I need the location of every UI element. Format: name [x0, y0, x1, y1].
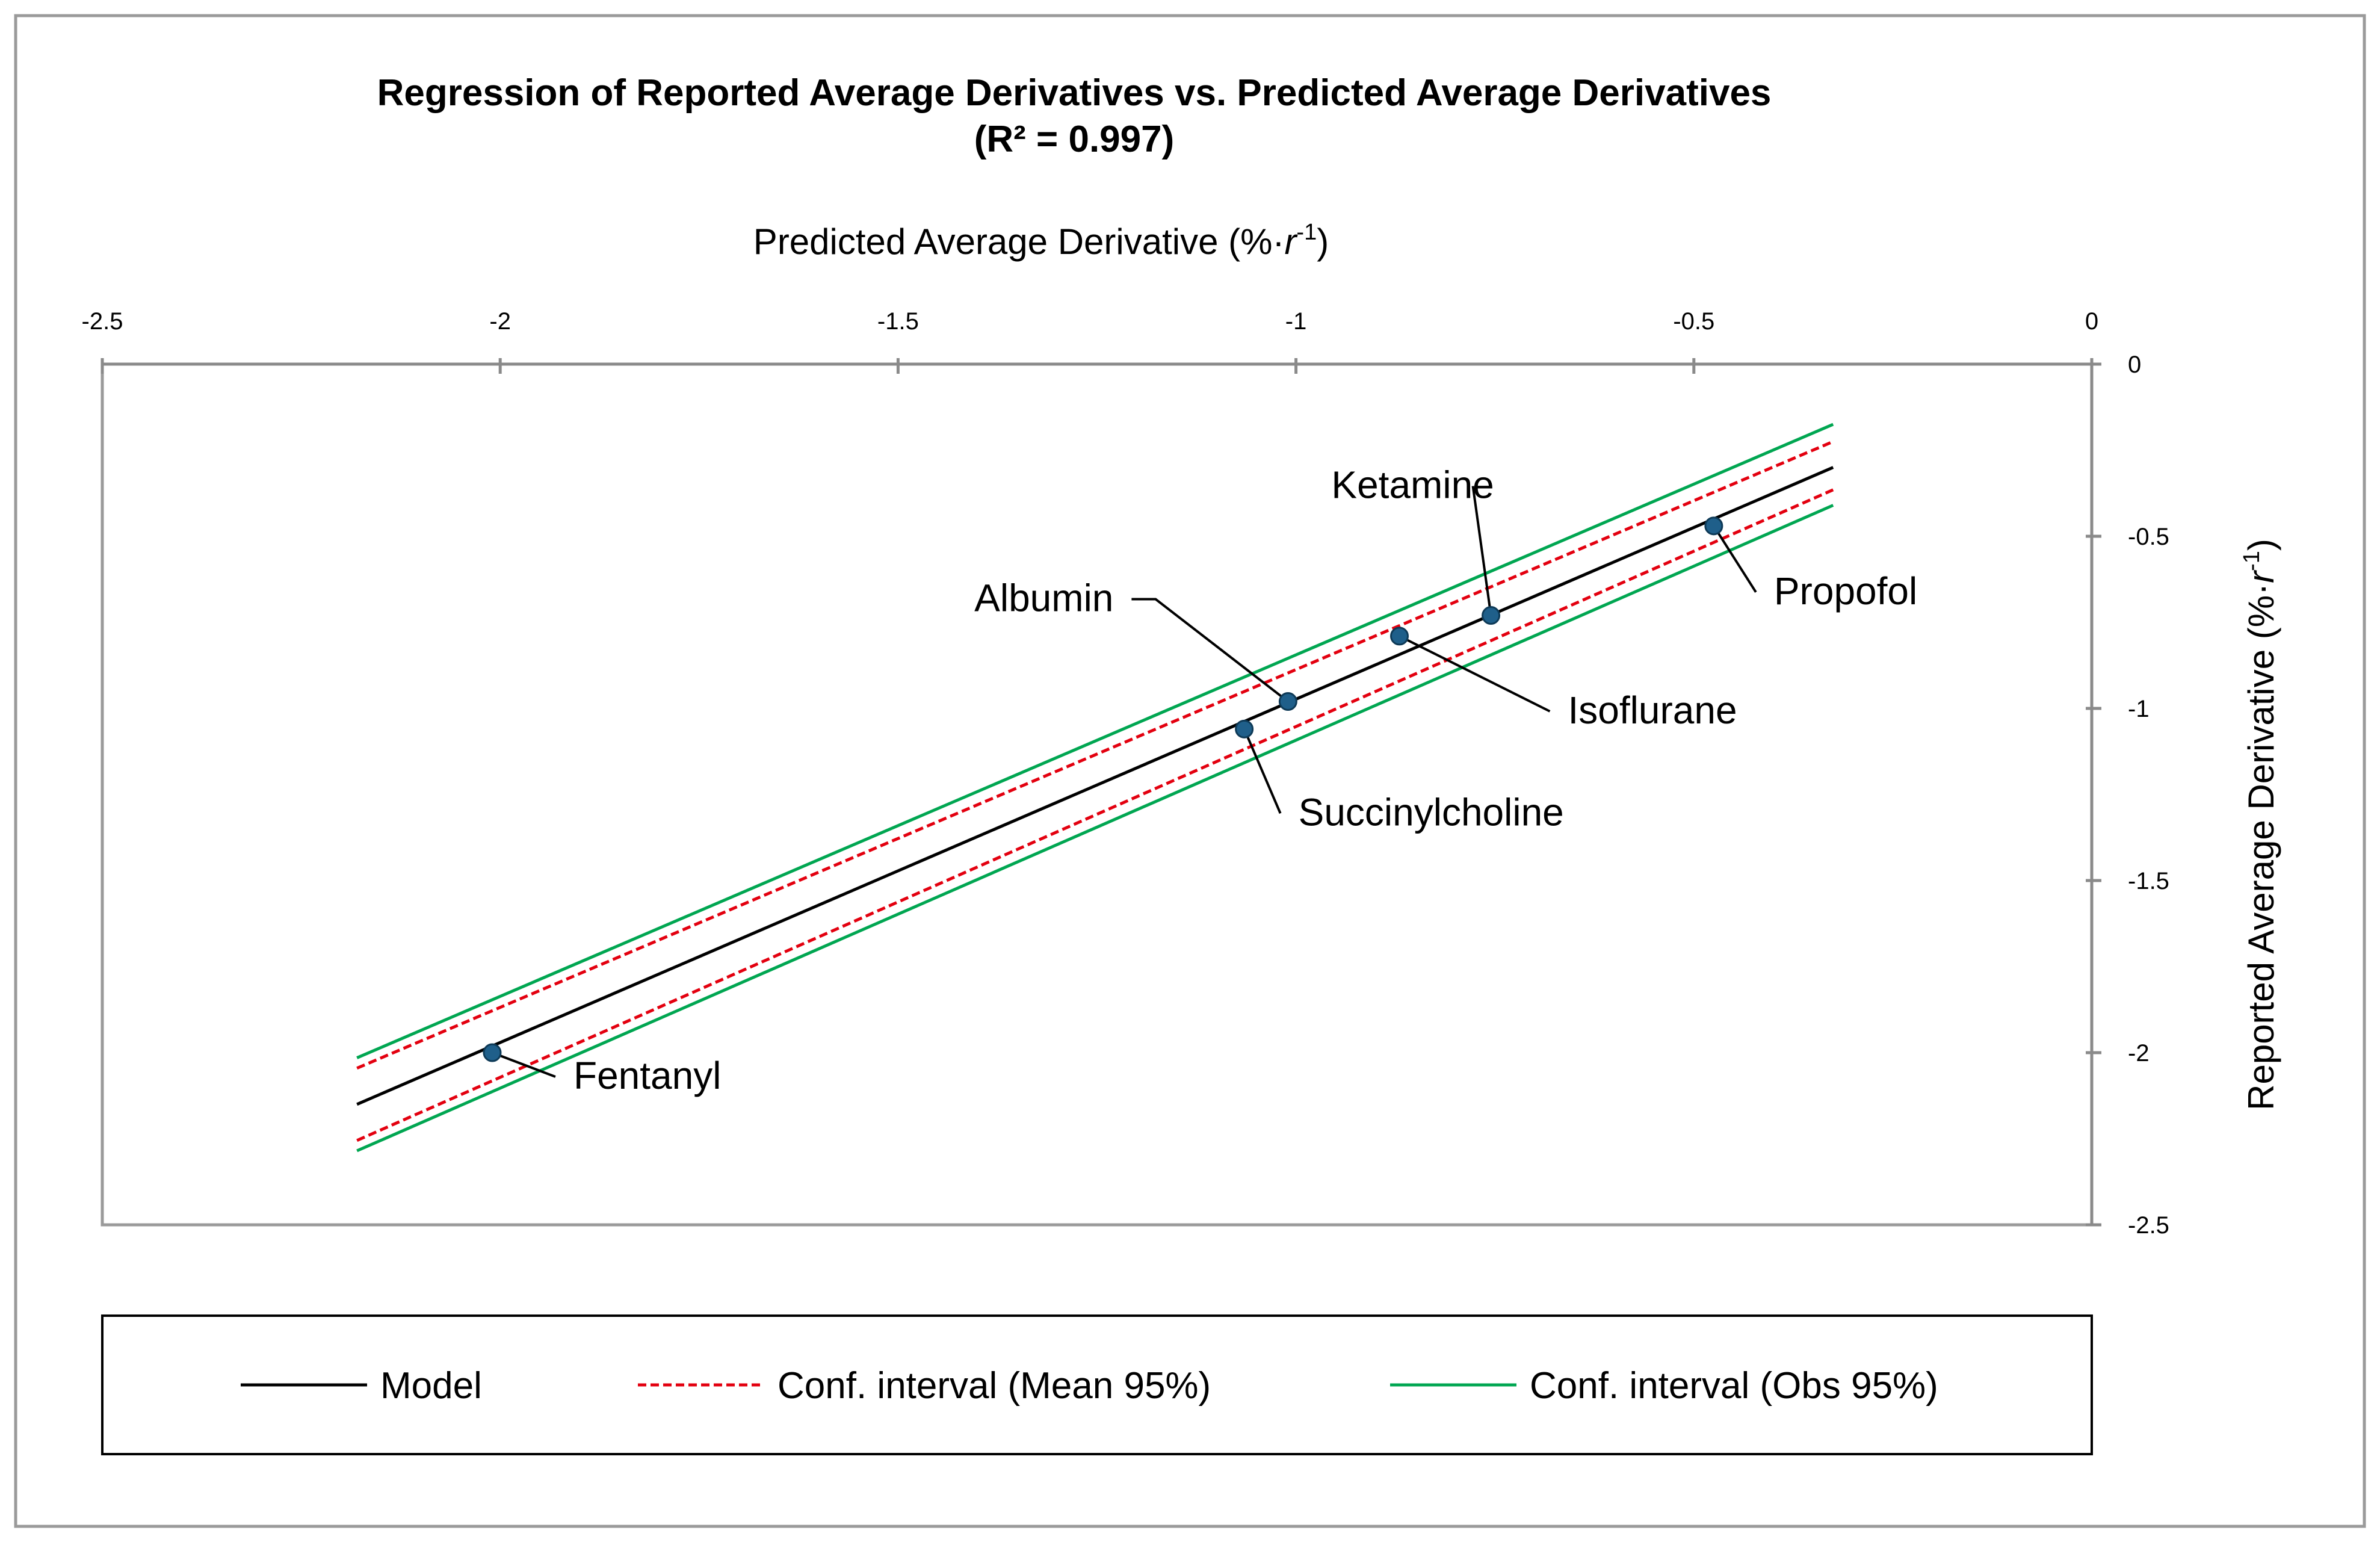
chart-border	[14, 14, 2366, 1528]
y-axis-title-var: r	[2241, 570, 2281, 583]
y-axis-title: Reported Average Derivative (%·r-1)	[2239, 539, 2281, 1110]
legend-label: Conf. interval (Obs 95%)	[1530, 1365, 1938, 1407]
series-line-1	[356, 440, 1834, 1070]
x-axis-title-pre: Predicted Average Derivative (%·	[753, 221, 1285, 262]
y-tick-label: -2.5	[2128, 1212, 2169, 1239]
series-line-2-lower	[356, 504, 1834, 1153]
y-tick-label: -1	[2128, 696, 2150, 722]
x-tick-label: -1.5	[877, 308, 919, 335]
data-point	[483, 1043, 502, 1062]
data-label: Ketamine	[1331, 463, 1494, 507]
y-tick-label: -0.5	[2128, 524, 2169, 550]
series-line-0	[356, 466, 1834, 1106]
chart-subtitle: (R² = 0.997)	[974, 119, 1175, 160]
y-axis-title-pre: Reported Average Derivative (%·	[2241, 583, 2281, 1110]
x-axis-title-post: )	[1317, 221, 1329, 262]
y-axis-title-sup: -1	[2239, 551, 2264, 571]
data-point	[1482, 606, 1501, 625]
data-labels: Fentanyl Succinylcholine Albumin Isoflurane…	[492, 463, 1917, 1097]
x-tick-label: -2	[489, 308, 511, 335]
data-point	[1704, 516, 1723, 536]
x-tick-label: 0	[2085, 308, 2098, 335]
series-lines	[356, 423, 1834, 1153]
leader-line	[1471, 486, 1492, 616]
y-tick-label: 0	[2128, 351, 2141, 378]
series-line-1-lower	[356, 488, 1834, 1142]
data-label: Succinylcholine	[1299, 790, 1564, 834]
data-point	[1278, 692, 1297, 711]
data-label: Isoflurane	[1568, 689, 1737, 732]
x-tick-label: -0.5	[1673, 308, 1714, 335]
x-axis-title-sup: -1	[1296, 220, 1317, 245]
legend-label: Conf. interval (Mean 95%)	[777, 1365, 1211, 1407]
x-axis-title: Predicted Average Derivative (%·r-1)	[753, 220, 1329, 262]
leader-line	[1713, 525, 1757, 593]
y-tick-label: -2	[2128, 1040, 2150, 1067]
chart-title: Regression of Reported Average Derivativ…	[377, 72, 1772, 114]
data-points	[483, 516, 1723, 1062]
legend-box	[101, 1314, 2093, 1455]
x-tick-label: -1	[1285, 308, 1307, 335]
data-label: Albumin	[974, 577, 1113, 620]
series-line-2	[356, 423, 1834, 1059]
leader-line	[1131, 598, 1289, 703]
leader-line	[492, 1051, 556, 1078]
leader-line	[1399, 635, 1551, 713]
data-point	[1235, 719, 1254, 738]
axes: -2.5 -2 -1.5 -1 -0.5 0 0 -0.5 -1 -1.5 -2 -2.5	[82, 308, 2169, 1239]
x-tick-label: -2.5	[82, 308, 123, 335]
legend-label: Model	[380, 1365, 482, 1407]
legend: Model Conf. interval (Mean 95%) Conf. inte…	[241, 1365, 1938, 1407]
data-point	[1390, 627, 1409, 646]
y-axis-title-post: )	[2241, 539, 2281, 551]
leader-line	[1243, 728, 1282, 814]
y-tick-label: -1.5	[2128, 868, 2169, 894]
data-label: Propofol	[1774, 569, 1917, 613]
x-axis-title-var: r	[1284, 221, 1297, 262]
data-label: Fentanyl	[573, 1054, 721, 1097]
